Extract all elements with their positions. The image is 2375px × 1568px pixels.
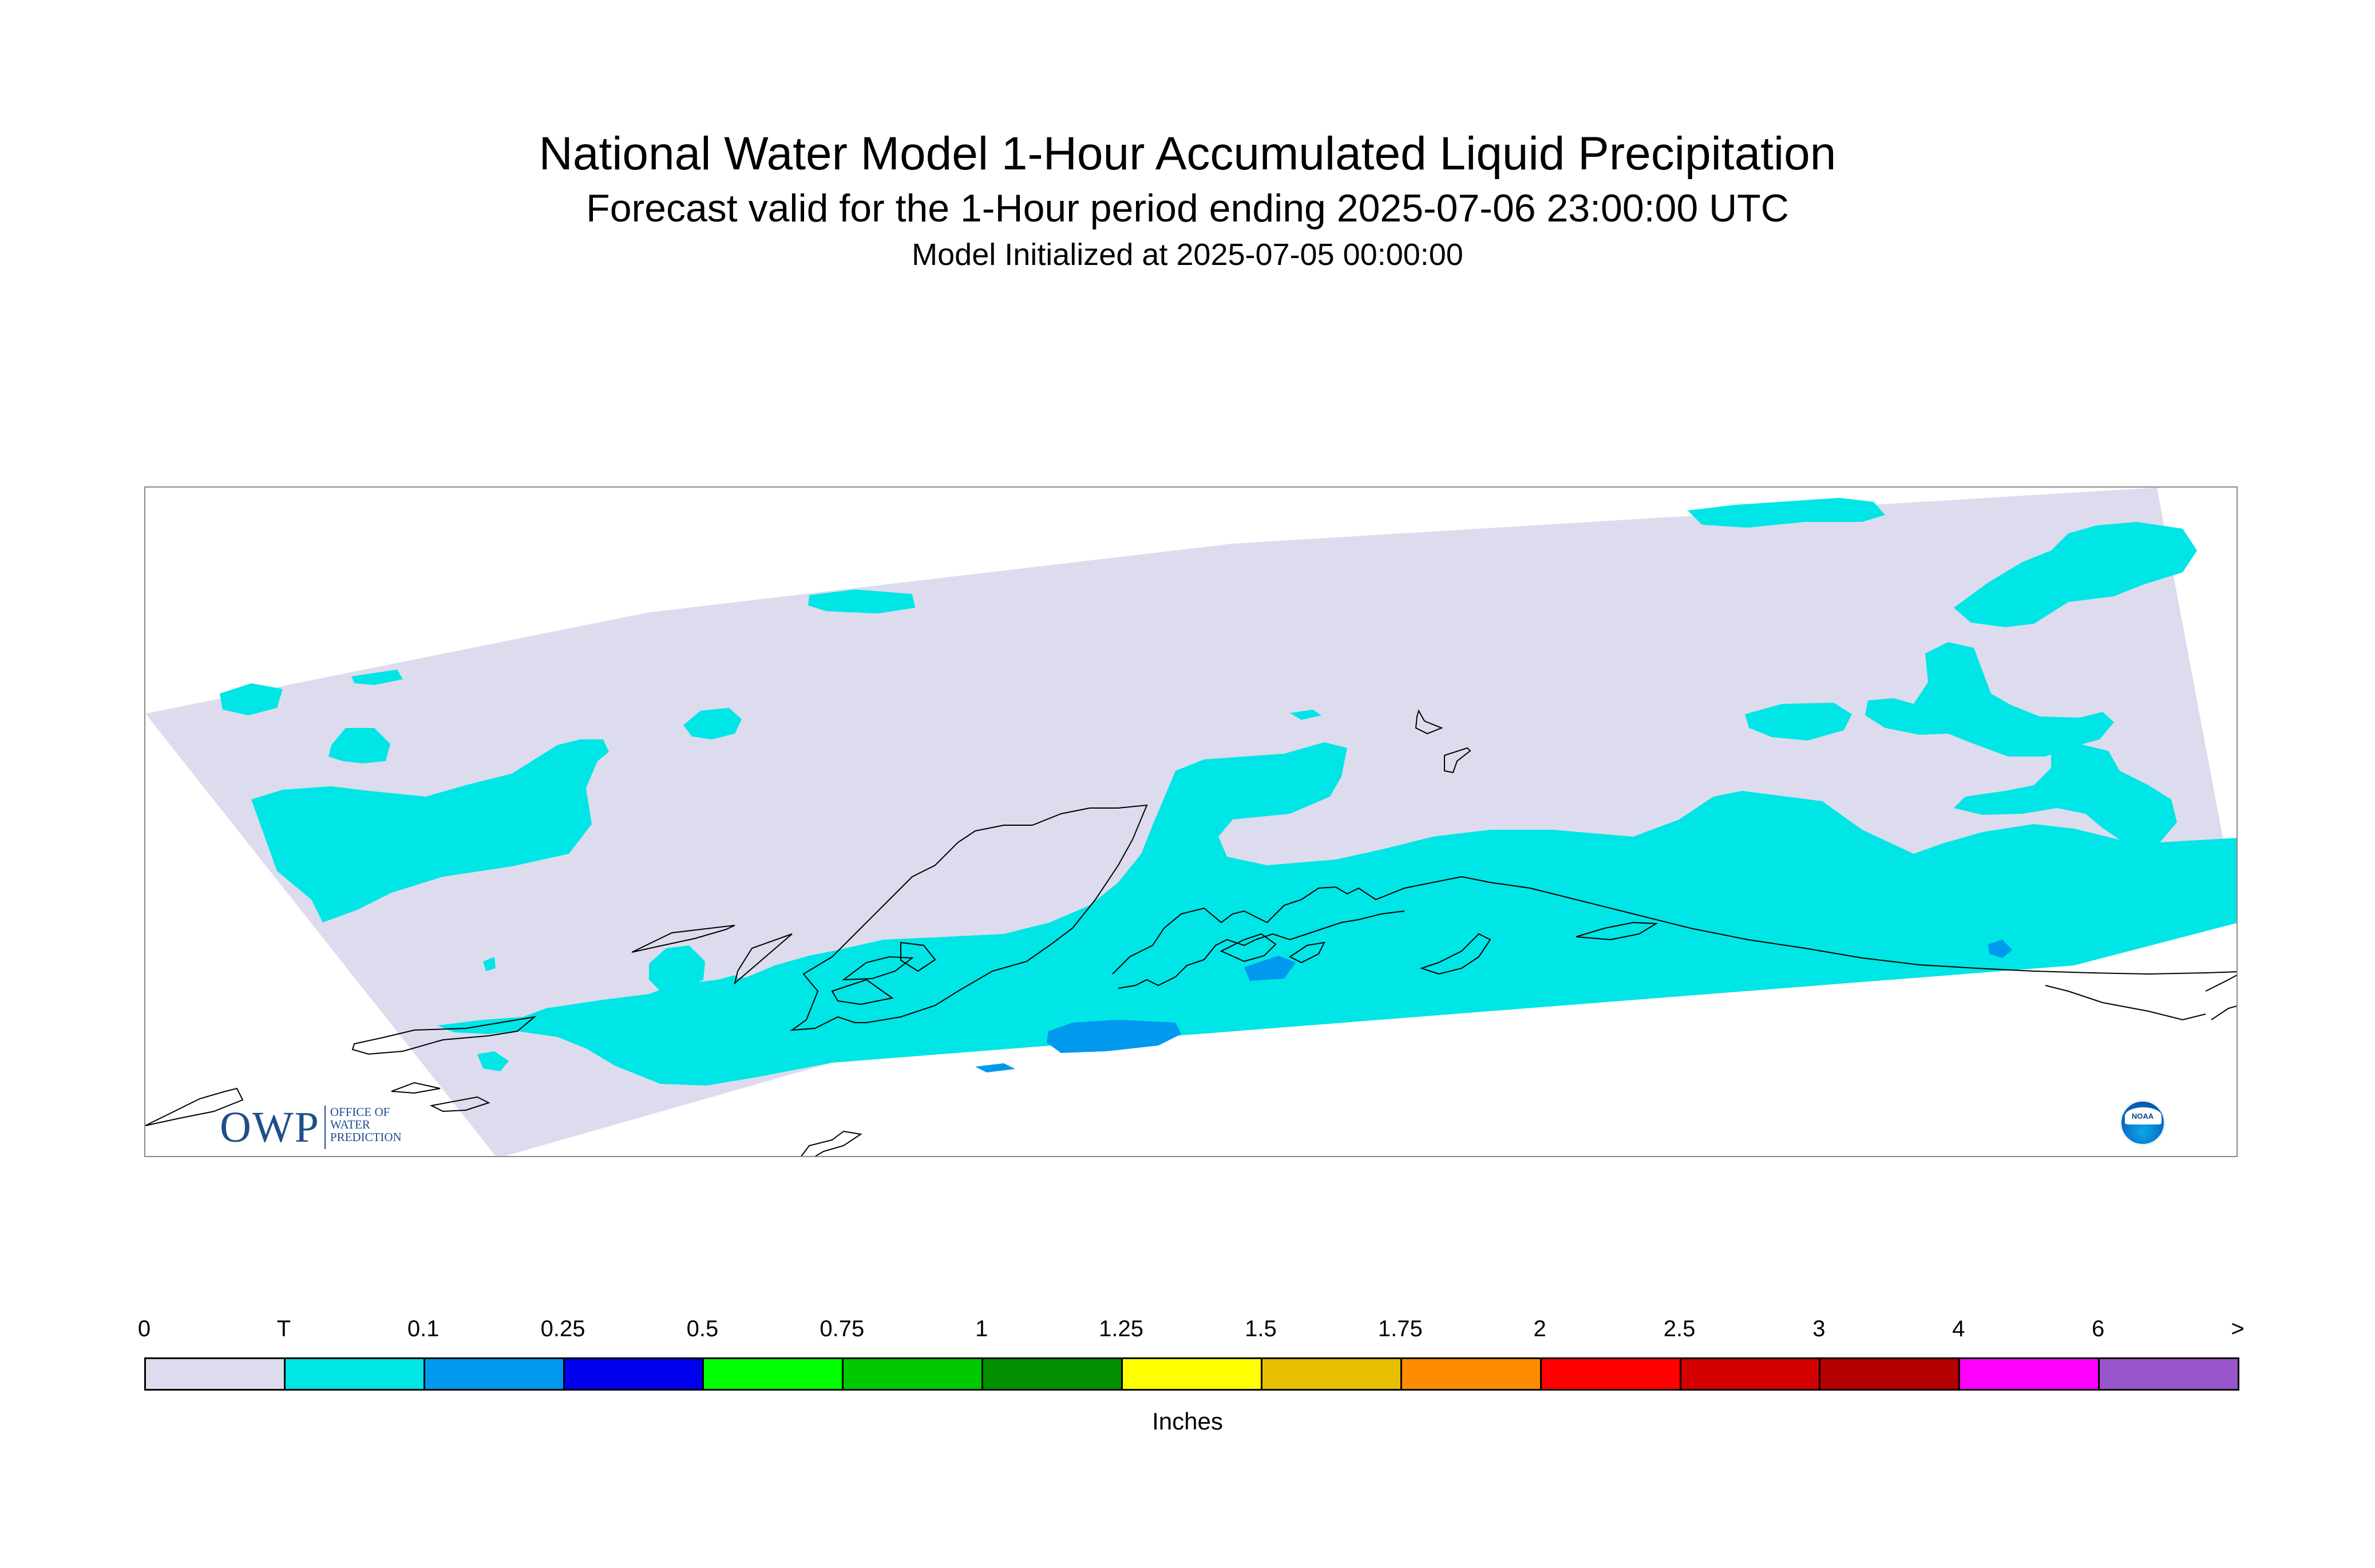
coastline-segment (351, 1016, 537, 1055)
legend-tick-label: 1.5 (1245, 1316, 1277, 1341)
trace-area (1688, 498, 1885, 528)
legend-swatch (2098, 1357, 2239, 1391)
noaa-logo-label: NOAA (2131, 1112, 2154, 1120)
legend-tick-label: 1.25 (1099, 1316, 1143, 1341)
legend-swatch (842, 1357, 984, 1391)
noaa-logo-bird-icon (2125, 1107, 2162, 1124)
trace-area (649, 945, 705, 991)
trace-area (254, 805, 288, 831)
legend-swatch (1260, 1357, 1402, 1391)
trace-area (351, 670, 403, 685)
light-precip-areas (975, 940, 2012, 1072)
owp-logo-line: Office of (330, 1105, 390, 1119)
coastline-segment (1444, 747, 1471, 774)
legend-tick-label: 0.5 (686, 1316, 719, 1341)
trace-area (1865, 642, 2114, 757)
coastline-segment (1220, 933, 1277, 963)
legend-swatch (1539, 1357, 1681, 1391)
trace-area (1954, 522, 2197, 627)
coastline-segment (1576, 921, 1658, 941)
legend-tick-label: 0.25 (540, 1316, 585, 1341)
coastline-segment (2205, 975, 2237, 992)
legend-swatch (283, 1357, 425, 1391)
coastline-segment (1289, 941, 1325, 964)
legend-tick-label: 0.1 (407, 1316, 440, 1341)
trace-area (328, 728, 390, 763)
trace-area (808, 589, 915, 613)
coastline-segment (391, 1082, 441, 1094)
trace-area (483, 957, 496, 971)
color-legend (144, 1357, 2239, 1391)
trace-precip-areas (220, 498, 2237, 1086)
legend-tick-label: 0.75 (820, 1316, 865, 1341)
legend-tick-label: 0 (137, 1316, 151, 1341)
owp-logo-line: Water (330, 1118, 370, 1131)
coastline-segment (1415, 709, 1443, 735)
owp-logo: OWP Office of Water Prediction (220, 1106, 402, 1149)
legend-units: Inches (1152, 1408, 1223, 1435)
legend-swatch (423, 1357, 565, 1391)
light-precip-area (1988, 940, 2012, 958)
coastline-segment (801, 1130, 862, 1156)
legend-swatch (144, 1357, 286, 1391)
trace-area (437, 742, 2237, 1086)
legend-tick-label: > (2231, 1316, 2245, 1341)
coastline-segment (841, 956, 914, 981)
map-subtitle: Forecast valid for the 1-Hour period end… (586, 187, 1789, 230)
coastline-segment (429, 1096, 490, 1112)
coastline-segment (1112, 876, 2237, 975)
trace-area (251, 739, 609, 922)
owp-logo-text: Office of Water Prediction (326, 1106, 402, 1143)
trace-area (220, 683, 283, 715)
legend-swatch (981, 1357, 1123, 1391)
owp-logo-mark: OWP (220, 1106, 326, 1149)
coastline-segment (2211, 1005, 2237, 1020)
trace-area (1745, 703, 1852, 741)
legend-tick-label: 1 (975, 1316, 988, 1341)
trace-area (683, 708, 742, 739)
trace-area (2080, 887, 2120, 904)
legend-swatch (1679, 1357, 1821, 1391)
legend-tick-label: T (276, 1316, 291, 1341)
legend-swatch (1819, 1357, 1961, 1391)
legend-tick-label: 2.5 (1663, 1316, 1696, 1341)
coastline-segment (631, 925, 735, 953)
light-precip-area (975, 1063, 1015, 1072)
legend-swatch (1958, 1357, 2100, 1391)
map-title: National Water Model 1-Hour Accumulated … (539, 128, 1836, 180)
legend-tick-label: 4 (1952, 1316, 1965, 1341)
noaa-logo: NOAA (2120, 1100, 2166, 1146)
legend-swatch (702, 1357, 844, 1391)
coastline-segment (1118, 910, 1405, 989)
legend-tick-label: 3 (1812, 1316, 1826, 1341)
legend-swatch (563, 1357, 704, 1391)
model-init-time: Model Initialized at 2025-07-05 00:00:00 (912, 237, 1463, 272)
trace-area (1290, 710, 1321, 720)
legend-swatch (1121, 1357, 1262, 1391)
coastline-segment (790, 804, 1148, 1031)
map-canvas (145, 488, 2237, 1156)
light-precip-area (1244, 956, 1296, 981)
legend-tick-label: 6 (2092, 1316, 2105, 1341)
coastline-segment (2045, 985, 2206, 1021)
legend-labels: 0 T 0.1 0.25 0.5 0.75 1 1.25 1.5 1.75 2 2.5 3 4 6 > (138, 1316, 2245, 1345)
trace-area (718, 975, 745, 991)
coastline-segment (145, 1087, 244, 1126)
trace-area (2057, 834, 2085, 845)
coastline-segment (1419, 933, 1491, 975)
trace-area (477, 1051, 509, 1071)
legend-tick-label: 1.75 (1378, 1316, 1423, 1341)
coastline-segment (734, 933, 793, 985)
owp-logo-line: Prediction (330, 1130, 402, 1144)
coastline-segment (831, 979, 894, 1005)
legend-swatch (1400, 1357, 1542, 1391)
legend-tick-label: 2 (1533, 1316, 1546, 1341)
trace-area (1954, 744, 2177, 844)
precipitation-map[interactable]: OWP Office of Water Prediction NOAA (144, 486, 2238, 1157)
light-precip-area (1047, 1020, 1181, 1053)
coastlines (145, 709, 2237, 1156)
